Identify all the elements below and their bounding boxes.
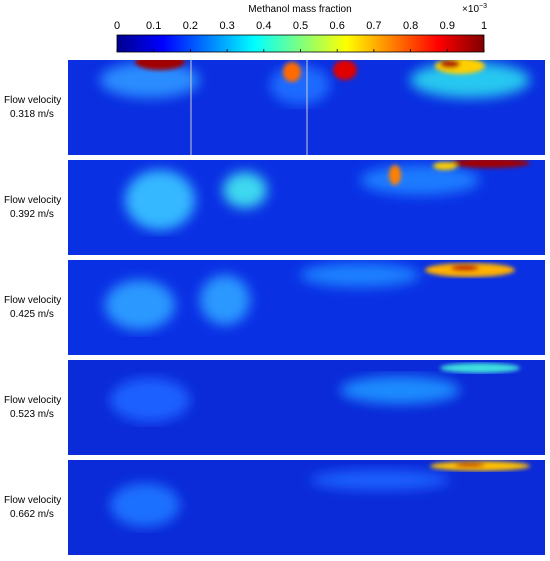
panel-image <box>68 60 545 155</box>
panel-velocity: 0.392 m/s <box>10 209 54 220</box>
panel-velocity: 0.318 m/s <box>10 109 54 120</box>
panel-label: Flow velocity <box>4 295 61 306</box>
colorbar-tick-label: 0.8 <box>403 20 418 32</box>
panel-velocity: 0.523 m/s <box>10 409 54 420</box>
panel-image <box>68 360 545 455</box>
panel-image <box>68 260 545 355</box>
colorbar-tick-label: 0.2 <box>183 20 198 32</box>
panel-velocity: 0.425 m/s <box>10 309 54 320</box>
colorbar-tick-label: 1 <box>481 20 487 32</box>
colorbar-tick-label: 0.1 <box>146 20 161 32</box>
colorbar-tick-label: 0 <box>114 20 120 32</box>
panel-velocity: 0.662 m/s <box>10 509 54 520</box>
colorbar-tick-label: 0.5 <box>293 20 308 32</box>
exponent-power: −3 <box>479 3 487 10</box>
exponent-base: ×10 <box>462 4 479 15</box>
panel-label: Flow velocity <box>4 495 61 506</box>
colorbar-exponent: ×10−3 <box>462 3 487 15</box>
colorbar-tick-label: 0.7 <box>366 20 381 32</box>
colorbar-title: Methanol mass fraction <box>248 4 351 15</box>
panel-label: Flow velocity <box>4 195 61 206</box>
colorbar-tick-label: 0.9 <box>440 20 455 32</box>
colorbar-tick-label: 0.3 <box>219 20 234 32</box>
panel-image <box>68 460 545 555</box>
colorbar-tick-label: 0.4 <box>256 20 271 32</box>
panel-image <box>68 160 545 255</box>
panel-label: Flow velocity <box>4 395 61 406</box>
panel-label: Flow velocity <box>4 95 61 106</box>
colorbar-tick-label: 0.6 <box>330 20 345 32</box>
